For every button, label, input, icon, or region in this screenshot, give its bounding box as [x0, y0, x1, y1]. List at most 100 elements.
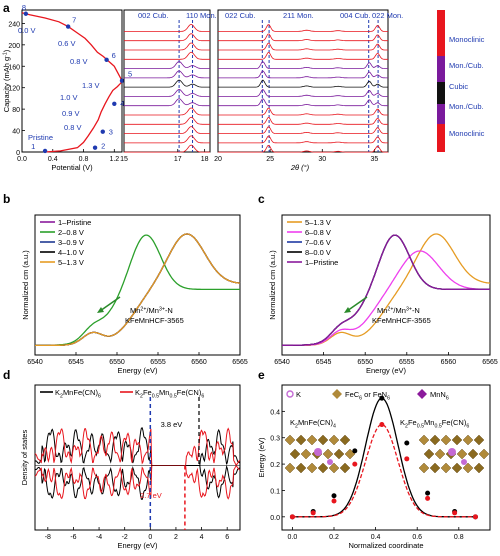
pe-legend-label-part: 6 [446, 395, 449, 401]
chart-d-dos: -8 -6 -4 -2 0 2 4 6 Energy (eV) Density of states… [20, 384, 241, 550]
pb-arrow-head [97, 307, 104, 313]
pd-xtick-label: 2 [174, 534, 178, 541]
pe-octahedron [418, 462, 430, 474]
pe-octahedron [328, 434, 340, 446]
pd-xtick-label: -4 [96, 534, 102, 541]
pe-point [425, 490, 431, 496]
a2-peak-label: 004 Cub. [340, 11, 370, 20]
chart-e-energy: 0.0 0.2 0.4 0.6 0.80.00.10.20.30.4Normalized… [257, 384, 491, 550]
a2-pattern [218, 70, 388, 79]
pe-crystal-structure-icon [284, 434, 356, 474]
a2-pattern [218, 24, 388, 32]
pe-crystal-structure-icon [418, 434, 490, 474]
pe-legend-k-icon [286, 390, 294, 398]
pc-annotation-part: /Mn [393, 306, 406, 315]
pe-xtick-label: 0.0 [288, 534, 298, 541]
pe-series-label-black-part: K [290, 418, 295, 427]
pd-xtick-label: -8 [45, 534, 51, 541]
pd-legend-label-part: MnFe(CN) [63, 388, 99, 397]
chart-c-xas: 6540 6545 6550 6555 6560 6565 Energy (eV) Norma… [268, 214, 498, 375]
a1-xlabel: Potential (V) [51, 163, 93, 172]
a1-point-8 [23, 11, 29, 16]
pe-octahedron [418, 434, 430, 446]
a2-pattern [124, 79, 210, 88]
pc-xtick-label: 6540 [274, 359, 290, 366]
pe-xtick-label: 0.2 [329, 534, 339, 541]
pb-series-line [35, 233, 241, 347]
pc-legend-label: 8–0.0 V [305, 248, 331, 257]
pe-octahedron [328, 462, 340, 474]
a1-annotation: 0.8 V [70, 57, 88, 66]
pe-octahedron [284, 462, 296, 474]
a1-ytick-label: 240 [8, 21, 20, 28]
panel-label-c: c [258, 192, 265, 206]
panel-label-d: d [3, 368, 10, 382]
pd-ylabel: Density of states [20, 430, 29, 486]
a2-pattern [124, 107, 210, 116]
pd-series-line [34, 427, 241, 466]
pe-legend-label: FeC6 or FeN6 [345, 390, 390, 401]
pe-legend-label: K [296, 390, 301, 399]
a2-phase-label: Monoclinic [449, 129, 485, 138]
a1-point-3 [100, 129, 105, 134]
pe-series-label-black-part: MnFe(CN) [298, 418, 334, 427]
pe-ytick-label: 0.4 [270, 409, 280, 416]
pc-annotation-part: 3+ [406, 306, 412, 312]
pc-legend-label: 7–0.6 V [305, 238, 331, 247]
chart-b-xas: 6540 6545 6550 6555 6560 6565 Energy (eV) Norma… [21, 214, 248, 375]
panel-label-a: a [3, 1, 10, 15]
a1-point-1 [42, 148, 48, 154]
pe-point [404, 456, 410, 462]
pd-xtick-label: -6 [70, 534, 76, 541]
a2-pattern [124, 98, 210, 107]
pc-xtick-label: 6560 [441, 359, 457, 366]
pe-point [452, 510, 458, 516]
pb-annotation: Mn2+/Mn3+-N [130, 306, 173, 315]
pc-annotation-2: KFeMnHCF-3565 [372, 316, 431, 325]
pc-legend-label: 5–1.3 V [305, 218, 331, 227]
a2-pattern [218, 33, 388, 42]
a2-pattern [218, 116, 388, 125]
a1-ytick-label: 200 [8, 43, 20, 50]
pb-xtick-label: 6550 [109, 359, 125, 366]
pc-legend-label: 1–Pristine [305, 258, 338, 267]
pe-series-label-black: K2MnFe(CN)4 [290, 418, 336, 429]
pd-legend-label-part: 6 [201, 393, 204, 399]
a2-pattern [124, 51, 210, 60]
pd-series-line [34, 465, 241, 500]
a1-ytick-label: 80 [12, 107, 20, 114]
pd-legend-label-part: Fe [143, 388, 152, 397]
a2-pattern [218, 51, 388, 60]
a1-xtick-label: 0.0 [17, 156, 27, 163]
pd-legend-label-part: 0.5 [152, 393, 159, 399]
a2-phase-label: Mon./Cub. [449, 61, 484, 70]
a2-xtick-label: 30 [318, 156, 326, 163]
pe-series-label-black-part: 2 [295, 423, 298, 429]
pe-ytick-label: 0.3 [270, 436, 280, 443]
pe-octahedron [306, 434, 318, 446]
pe-point [289, 514, 295, 520]
pb-annotation-part: 2+ [140, 306, 146, 312]
pc-annotation-part: Mn [377, 306, 387, 315]
pe-point [379, 395, 385, 401]
pc-series-line [282, 250, 490, 347]
pc-xtick-label: 6555 [399, 359, 415, 366]
a2-phase-label: Cubic [449, 82, 468, 91]
pb-annotation-part: /Mn [146, 306, 159, 315]
a2-xtick-label: 20 [214, 156, 222, 163]
pe-point [331, 498, 337, 504]
pe-legend-label: MnN6 [430, 390, 449, 401]
a1-annotation: 0.9 V [62, 109, 80, 118]
a2-peak-label: 211 Mon. [283, 11, 314, 20]
pc-annotation-part: -N [412, 306, 420, 315]
chart-a2-xrd: 15 17 18 20 25 30 35 2θ (°) 002 Cub. 110 Mon. 022 … [120, 9, 485, 172]
pb-xlabel: Energy (eV) [117, 366, 158, 375]
pb-arrow [99, 296, 121, 312]
pb-frame [34, 214, 241, 356]
pe-octahedron [295, 434, 307, 446]
a2-pattern [124, 61, 210, 69]
a2-pattern [124, 88, 210, 97]
pe-legend-label-part: 6 [359, 395, 362, 401]
pb-xtick-label: 6560 [191, 359, 207, 366]
pe-octahedron [440, 434, 452, 446]
